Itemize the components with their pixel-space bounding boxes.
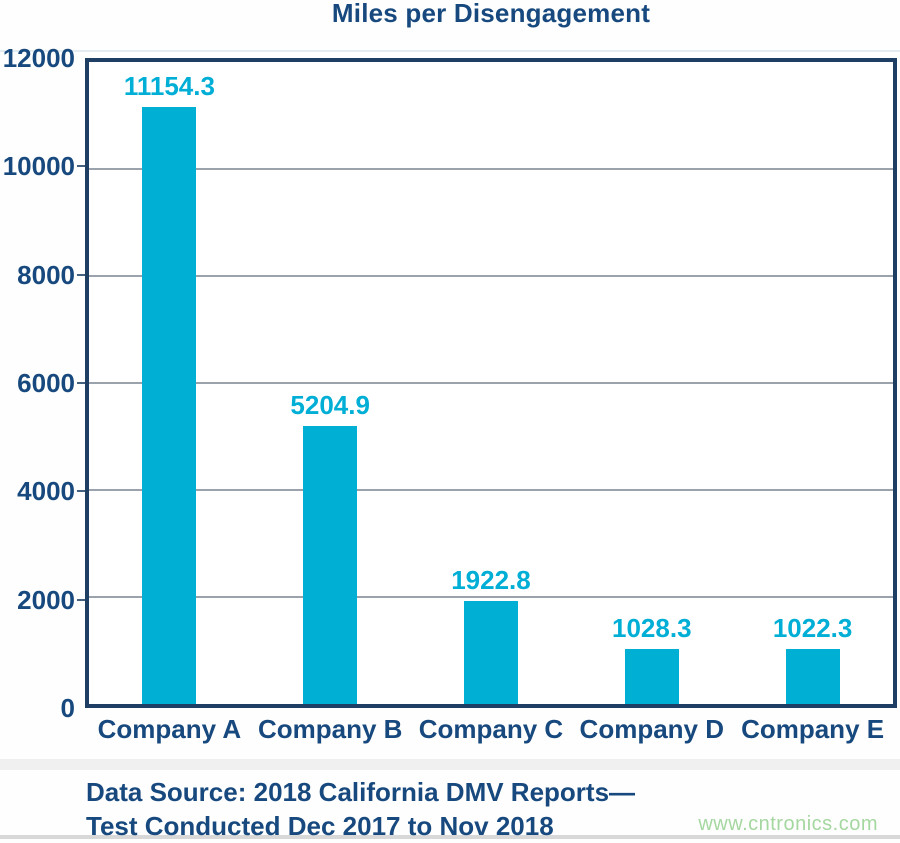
bars-row: 11154.3 5204.9 1922.8 1028.3 1022.3 [89,62,893,704]
x-category-label-company-c: Company C [418,714,564,744]
y-axis: 0 2000 4000 6000 8000 10000 12000 [0,45,85,721]
y-tick-mark-6000 [77,382,85,384]
artifact-band-middle [0,759,900,770]
y-tick-mark-2000 [77,598,85,601]
bar-slot-company-b: 5204.9 [250,62,411,704]
y-tick-label-10000: 10000 [2,151,75,182]
y-tick-label-12000: 12000 [2,43,75,73]
x-category-label-company-d: Company D [579,714,725,744]
bar-company-d [624,649,679,704]
y-tick-label-8000: 8000 [17,259,75,290]
gridline-10000 [89,168,893,170]
x-category-label-company-a: Company A [97,714,242,744]
bar-slot-company-c: 1922.8 [411,62,572,704]
plot-area: 11154.3 5204.9 1922.8 1028.3 1022.3 [85,58,897,708]
source-note: Data Source: 2018 California DMV Reports… [86,775,635,843]
y-tick-label-0: 0 [60,693,75,723]
y-tick-label-4000: 4000 [17,476,75,507]
watermark-text: www.cntronics.com [698,813,878,835]
gridline-6000 [89,382,893,384]
bar-value-label-company-b: 5204.9 [290,389,370,420]
bar-company-c [463,601,518,704]
y-tick-label-2000: 2000 [17,584,75,615]
x-category-label-company-b: Company B [257,714,403,744]
bar-company-e [785,649,840,704]
x-axis: Company A Company B Company C Company D Comp… [89,714,893,744]
bar-value-label-company-a: 11154.3 [123,71,215,102]
x-category-label-company-e: Company E [741,714,885,744]
y-tick-mark-10000 [77,165,85,168]
chart-title: Miles per Disengagement [331,0,651,28]
bar-slot-company-a: 11154.3 [89,62,250,704]
gridline-8000 [89,275,893,277]
y-tick-mark-4000 [77,490,85,493]
bar-slot-company-e: 1022.3 [732,62,893,704]
gridline-2000 [89,596,893,598]
source-line-1: Data Source: 2018 California DMV Reports… [86,777,636,807]
gridline-4000 [89,489,893,491]
bar-slot-company-d: 1028.3 [571,62,732,704]
artifact-band-top [0,50,900,52]
bar-value-label-company-c: 1922.8 [451,565,531,596]
bar-value-label-company-e: 1022.3 [772,613,853,644]
bar-company-a [142,107,197,704]
artifact-band-bottom [0,835,900,839]
bar-company-b [303,425,358,704]
bar-value-label-company-d: 1028.3 [612,613,692,643]
source-line-2: Test Conducted Dec 2017 to Nov 2018 [86,811,554,841]
y-tick-mark-8000 [77,273,85,276]
y-tick-label-6000: 6000 [17,368,75,398]
